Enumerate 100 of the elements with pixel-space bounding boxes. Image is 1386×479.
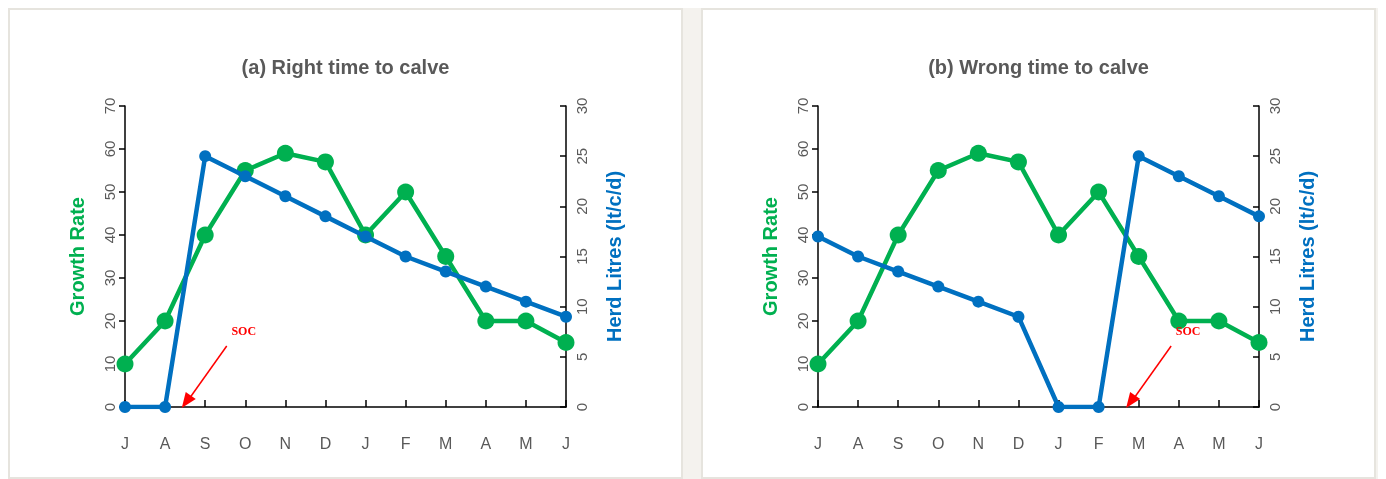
y-tick-label: 40 (101, 226, 118, 244)
y2-axis-title: Herd Litres (lt/c/d) (1296, 170, 1318, 343)
y2-axis-title: Herd Litres (lt/c/d) (603, 170, 625, 343)
point (560, 310, 572, 323)
point (276, 144, 294, 162)
point (1132, 150, 1145, 163)
point (439, 265, 452, 278)
x-tick-label: A (480, 434, 492, 452)
x-tick-label: D (1012, 434, 1025, 452)
x-tick-label: D (319, 434, 332, 452)
x-tick-label: O (239, 434, 252, 452)
point (969, 144, 987, 162)
point (519, 295, 532, 308)
point (1250, 334, 1268, 351)
point (159, 401, 172, 413)
x-tick-label: M (1132, 434, 1146, 452)
point (196, 226, 214, 244)
y-tick-label: 70 (794, 97, 811, 115)
y-tick-label: 70 (101, 97, 118, 115)
point (437, 248, 455, 265)
x-tick-label: J (1255, 434, 1263, 452)
y-tick-label: 0 (101, 402, 118, 412)
x-tick-label: S (199, 434, 211, 452)
point (1012, 310, 1025, 323)
y-tick-label: 50 (101, 183, 118, 201)
x-tick-label: N (279, 434, 292, 452)
y-tick-label: 30 (794, 269, 811, 287)
y2-tick-label: 30 (573, 97, 590, 115)
point (1210, 312, 1228, 330)
y2-tick-label: 0 (1266, 402, 1283, 412)
point (1050, 226, 1068, 244)
y2-tick-label: 20 (1266, 197, 1283, 215)
y2-tick-label: 5 (1266, 352, 1283, 362)
point (1092, 401, 1105, 413)
point (1052, 401, 1065, 413)
point (929, 162, 947, 179)
y2-tick-label: 15 (573, 248, 590, 265)
point (889, 226, 907, 244)
point (1212, 190, 1225, 203)
annotation: SOC (231, 324, 257, 338)
point (319, 210, 332, 223)
x-tick-label: J (814, 434, 822, 452)
point (972, 295, 985, 308)
point (199, 150, 212, 163)
x-tick-label: F (400, 434, 411, 452)
chart-title: (b) Wrong time to calve (928, 56, 1149, 78)
x-tick-label: J (361, 434, 370, 452)
point (316, 153, 334, 171)
y2-tick-label: 10 (573, 298, 590, 316)
y-tick-label: 10 (794, 355, 811, 373)
y-tick-label: 20 (101, 312, 118, 330)
y-tick-label: 20 (794, 312, 811, 330)
annotation: SOC (1175, 324, 1201, 338)
x-tick-label: J (1054, 434, 1063, 452)
point (1090, 183, 1108, 201)
x-tick-label: M (519, 434, 533, 452)
x-tick-label: A (852, 434, 864, 452)
point (479, 280, 492, 293)
y-tick-label: 60 (794, 140, 811, 158)
point (812, 230, 824, 243)
y-tick-label: 40 (794, 226, 811, 244)
y2-tick-label: 30 (1266, 97, 1283, 115)
x-tick-label: J (562, 434, 570, 452)
y2-tick-label: 25 (573, 147, 590, 165)
point (809, 355, 827, 373)
y2-tick-label: 25 (1266, 147, 1283, 165)
x-tick-label: M (439, 434, 453, 452)
point (397, 183, 415, 201)
y-tick-label: 10 (101, 355, 118, 373)
point (852, 250, 865, 263)
y-tick-label: 50 (794, 183, 811, 201)
chart-title: (a) Right time to calve (241, 56, 450, 78)
point (932, 280, 945, 293)
point (849, 312, 867, 330)
point (1253, 210, 1265, 223)
y2-tick-label: 20 (573, 197, 590, 215)
point (517, 312, 535, 330)
y2-tick-label: 5 (573, 352, 590, 362)
y-axis-title: Growth Rate (759, 197, 781, 316)
y-tick-label: 30 (101, 269, 118, 287)
x-tick-label: N (972, 434, 985, 452)
y2-tick-label: 10 (1266, 298, 1283, 316)
point (1130, 248, 1148, 265)
x-tick-label: A (159, 434, 171, 452)
point (279, 190, 292, 203)
point (477, 312, 495, 330)
y-axis-title: Growth Rate (66, 197, 88, 316)
point (399, 250, 412, 263)
point (156, 312, 174, 330)
y2-tick-label: 15 (1266, 248, 1283, 265)
y-tick-label: 60 (101, 140, 118, 158)
x-tick-label: M (1212, 434, 1226, 452)
point (892, 265, 905, 278)
x-tick-label: O (932, 434, 945, 452)
x-tick-label: F (1093, 434, 1104, 452)
point (557, 334, 575, 351)
point (1009, 153, 1027, 171)
x-tick-label: A (1173, 434, 1185, 452)
x-tick-label: S (892, 434, 904, 452)
point (239, 170, 252, 183)
